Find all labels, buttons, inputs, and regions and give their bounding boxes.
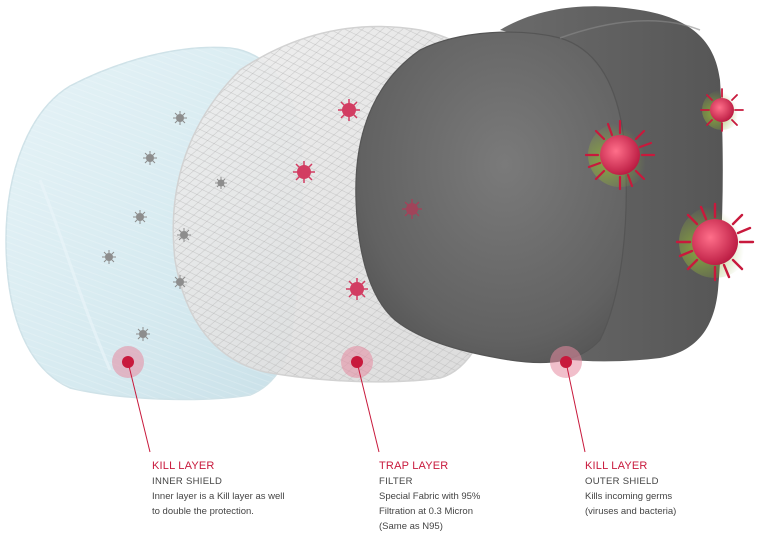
grey-particle — [173, 275, 187, 289]
layer-subtitle: FILTER — [379, 476, 413, 487]
virus-icon — [584, 119, 656, 191]
layer-description: Special Fabric with 95% Filtration at 0.… — [379, 491, 481, 532]
grey-particle — [136, 327, 150, 341]
grey-particle — [133, 210, 147, 224]
trapped-particles — [293, 99, 422, 300]
grey-particle — [215, 177, 227, 189]
pink-particle — [402, 199, 422, 219]
pink-particle — [293, 161, 315, 183]
pink-particle — [338, 99, 360, 121]
layer-subtitle: OUTER SHIELD — [585, 476, 659, 487]
trap-layer-caption: TRAP LAYER FILTER Special Fabric with 95… — [379, 458, 539, 534]
outer-shield-layer — [355, 6, 723, 364]
layer-title: KILL LAYER — [585, 460, 648, 472]
outer-layer-caption: KILL LAYER OUTER SHIELD Kills incoming g… — [585, 458, 745, 519]
virus-icon — [675, 202, 755, 282]
leader-line — [565, 361, 586, 453]
layer-description: Kills incoming germs (viruses and bacter… — [585, 491, 677, 517]
inner-layer-caption: KILL LAYER INNER SHIELD Inner layer is a… — [152, 458, 322, 519]
leader-line — [356, 361, 380, 453]
grey-particle — [102, 250, 116, 264]
grey-particle — [177, 228, 191, 242]
neutralized-particles — [102, 111, 227, 341]
layer-description: Inner layer is a Kill layer as well to d… — [152, 491, 285, 517]
callout-trap — [341, 346, 380, 453]
pink-particle — [346, 278, 368, 300]
grey-particle — [173, 111, 187, 125]
layer-subtitle: INNER SHIELD — [152, 476, 223, 487]
layer-title: TRAP LAYER — [379, 460, 449, 472]
layer-title: KILL LAYER — [152, 460, 215, 472]
leader-line — [127, 361, 151, 453]
callout-outer — [550, 346, 586, 453]
incoming-viruses — [584, 88, 755, 282]
callout-inner — [112, 346, 151, 453]
virus-icon — [700, 88, 744, 132]
grey-particle — [143, 151, 157, 165]
